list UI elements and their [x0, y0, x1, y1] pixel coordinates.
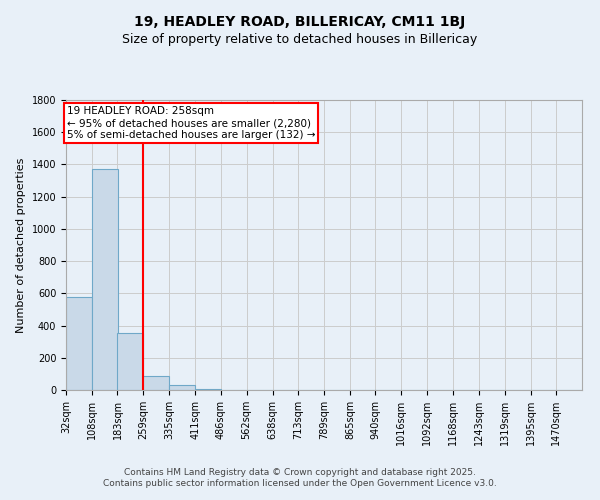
- Text: Contains HM Land Registry data © Crown copyright and database right 2025.
Contai: Contains HM Land Registry data © Crown c…: [103, 468, 497, 487]
- Bar: [195, 388, 221, 390]
- Text: 19, HEADLEY ROAD, BILLERICAY, CM11 1BJ: 19, HEADLEY ROAD, BILLERICAY, CM11 1BJ: [134, 15, 466, 29]
- Text: 19 HEADLEY ROAD: 258sqm
← 95% of detached houses are smaller (2,280)
5% of semi-: 19 HEADLEY ROAD: 258sqm ← 95% of detache…: [67, 106, 315, 140]
- Bar: [118, 333, 143, 390]
- Bar: [169, 386, 195, 390]
- Text: Size of property relative to detached houses in Billericay: Size of property relative to detached ho…: [122, 32, 478, 46]
- Bar: [143, 376, 169, 390]
- Bar: [92, 170, 118, 390]
- Bar: [66, 296, 92, 390]
- Y-axis label: Number of detached properties: Number of detached properties: [16, 158, 26, 332]
